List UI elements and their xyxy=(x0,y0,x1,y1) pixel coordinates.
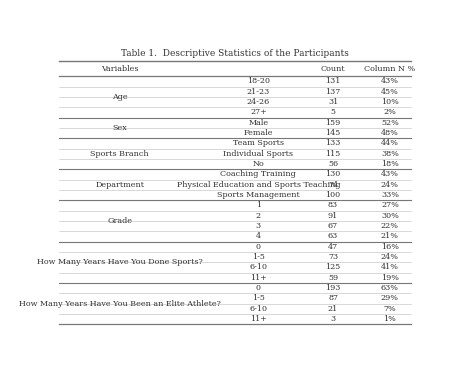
Text: Sports Branch: Sports Branch xyxy=(90,150,149,158)
Text: 24-26: 24-26 xyxy=(247,98,270,106)
Text: 38%: 38% xyxy=(381,150,399,158)
Text: Sports Management: Sports Management xyxy=(217,191,300,199)
Text: 21%: 21% xyxy=(381,232,399,240)
Text: Column N %: Column N % xyxy=(364,64,415,72)
Text: 100: 100 xyxy=(325,191,341,199)
Text: Male: Male xyxy=(248,119,269,127)
Text: 2%: 2% xyxy=(384,108,397,116)
Text: 16%: 16% xyxy=(381,243,399,251)
Text: 159: 159 xyxy=(325,119,341,127)
Text: Variables: Variables xyxy=(101,64,138,72)
Text: 7%: 7% xyxy=(384,305,397,313)
Text: 1-5: 1-5 xyxy=(252,295,265,302)
Text: 131: 131 xyxy=(325,78,341,86)
Text: 59: 59 xyxy=(328,274,338,282)
Text: 21-23: 21-23 xyxy=(247,88,270,96)
Text: Individual Sports: Individual Sports xyxy=(224,150,293,158)
Text: 4: 4 xyxy=(256,232,261,240)
Text: 6-10: 6-10 xyxy=(249,264,267,272)
Text: Count: Count xyxy=(321,64,345,72)
Text: 5: 5 xyxy=(330,108,336,116)
Text: No: No xyxy=(252,160,264,168)
Text: 125: 125 xyxy=(325,264,341,272)
Text: 27%: 27% xyxy=(381,202,399,209)
Text: 145: 145 xyxy=(325,129,341,137)
Text: 193: 193 xyxy=(325,284,341,292)
Text: 63: 63 xyxy=(328,232,338,240)
Text: 91: 91 xyxy=(328,212,338,220)
Text: How Many Years Have You Done Sports?: How Many Years Have You Done Sports? xyxy=(37,258,202,266)
Text: 18%: 18% xyxy=(381,160,399,168)
Text: 19%: 19% xyxy=(381,274,399,282)
Text: 52%: 52% xyxy=(381,119,399,127)
Text: 1-5: 1-5 xyxy=(252,253,265,261)
Text: Table 1.  Descriptive Statistics of the Participants: Table 1. Descriptive Statistics of the P… xyxy=(121,49,349,57)
Text: 133: 133 xyxy=(325,139,341,147)
Text: 11+: 11+ xyxy=(250,274,267,282)
Text: 67: 67 xyxy=(328,222,338,230)
Text: 45%: 45% xyxy=(381,88,399,96)
Text: 18-20: 18-20 xyxy=(247,78,270,86)
Text: How Many Years Have You Been an Elite Athlete?: How Many Years Have You Been an Elite At… xyxy=(19,300,221,308)
Text: Physical Education and Sports Teaching: Physical Education and Sports Teaching xyxy=(177,181,340,189)
Text: 31: 31 xyxy=(328,98,338,106)
Text: Age: Age xyxy=(112,93,128,101)
Text: 43%: 43% xyxy=(381,171,399,179)
Text: 63%: 63% xyxy=(381,284,399,292)
Text: 3: 3 xyxy=(330,315,336,323)
Text: 0: 0 xyxy=(256,243,261,251)
Text: 73: 73 xyxy=(328,253,338,261)
Text: Grade: Grade xyxy=(107,217,132,225)
Text: 1: 1 xyxy=(256,202,261,209)
Text: 24%: 24% xyxy=(381,181,399,189)
Text: 30%: 30% xyxy=(381,212,399,220)
Text: 6-10: 6-10 xyxy=(249,305,267,313)
Text: 48%: 48% xyxy=(381,129,399,137)
Text: 10%: 10% xyxy=(381,98,399,106)
Text: 87: 87 xyxy=(328,295,338,302)
Text: 83: 83 xyxy=(328,202,338,209)
Text: 0: 0 xyxy=(256,284,261,292)
Text: 41%: 41% xyxy=(381,264,399,272)
Text: 47: 47 xyxy=(328,243,338,251)
Text: 21: 21 xyxy=(328,305,338,313)
Text: 24%: 24% xyxy=(381,253,399,261)
Text: 74: 74 xyxy=(328,181,338,189)
Text: 43%: 43% xyxy=(381,78,399,86)
Text: Department: Department xyxy=(95,181,144,189)
Text: 137: 137 xyxy=(325,88,341,96)
Text: 27+: 27+ xyxy=(250,108,267,116)
Text: 115: 115 xyxy=(325,150,341,158)
Text: Sex: Sex xyxy=(112,124,127,132)
Text: 130: 130 xyxy=(325,171,341,179)
Text: Team Sports: Team Sports xyxy=(233,139,284,147)
Text: 1%: 1% xyxy=(384,315,397,323)
Text: 22%: 22% xyxy=(381,222,399,230)
Text: 33%: 33% xyxy=(381,191,399,199)
Text: Female: Female xyxy=(244,129,273,137)
Text: 29%: 29% xyxy=(381,295,399,302)
Text: 11+: 11+ xyxy=(250,315,267,323)
Text: 3: 3 xyxy=(256,222,261,230)
Text: 56: 56 xyxy=(328,160,338,168)
Text: 44%: 44% xyxy=(381,139,399,147)
Text: Coaching Training: Coaching Training xyxy=(220,171,296,179)
Text: 2: 2 xyxy=(256,212,261,220)
